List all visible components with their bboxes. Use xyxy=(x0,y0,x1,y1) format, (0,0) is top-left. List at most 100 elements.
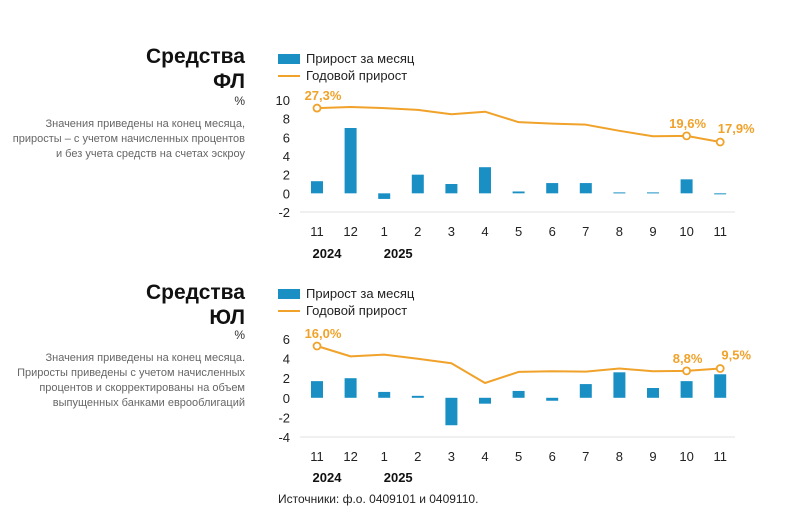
y-tick-label: 10 xyxy=(276,93,290,108)
x-tick-label: 12 xyxy=(343,224,357,239)
line-marker xyxy=(682,366,691,376)
x-tick-label: 10 xyxy=(679,224,693,239)
line-marker xyxy=(715,364,725,373)
x-tick-label: 6 xyxy=(549,224,556,239)
legend-bar-entry: Прирост за месяц xyxy=(278,50,414,67)
x-tick-label: 11 xyxy=(310,224,324,239)
bar xyxy=(647,192,659,194)
x-tick-label: 3 xyxy=(448,224,455,239)
y-tick-label: 8 xyxy=(283,112,290,127)
bar xyxy=(546,183,559,194)
line-value-label: 9,5% xyxy=(721,347,751,362)
x-tick-label: 5 xyxy=(515,224,522,239)
unit-label: % xyxy=(234,94,245,108)
year-label: 2024 xyxy=(313,470,343,485)
bar xyxy=(546,397,559,401)
x-tick-label: 11 xyxy=(713,449,727,464)
x-tick-label: 7 xyxy=(582,224,589,239)
bar xyxy=(613,372,626,398)
x-tick-label: 9 xyxy=(649,449,656,464)
bar xyxy=(311,381,323,398)
panel-title-line1: Средства xyxy=(145,281,245,304)
line-marker xyxy=(715,137,725,147)
bar xyxy=(579,384,592,398)
bar-swatch xyxy=(278,53,300,64)
bar xyxy=(512,390,525,398)
x-tick-label: 4 xyxy=(481,224,488,239)
panel-title-line1: Средства xyxy=(145,45,245,68)
panel-title-line2: ФЛ xyxy=(213,70,245,93)
bar xyxy=(512,191,525,194)
x-tick-label: 1 xyxy=(381,449,388,464)
legend: Прирост за месяц Годовой прирост xyxy=(278,50,414,84)
y-tick-label: 4 xyxy=(283,149,290,164)
legend-bar-label: Прирост за месяц xyxy=(306,51,415,66)
x-tick-label: 11 xyxy=(713,224,727,239)
legend-line-label: Годовой прирост xyxy=(306,68,408,83)
legend-line-entry: Годовой прирост xyxy=(278,67,414,84)
x-tick-label: 2 xyxy=(414,224,421,239)
bar xyxy=(647,388,659,398)
panel-title-line2: ЮЛ xyxy=(209,306,245,329)
year-label: 2025 xyxy=(384,246,413,261)
y-tick-label: -2 xyxy=(278,410,290,425)
bar xyxy=(714,193,727,195)
bar xyxy=(411,174,424,194)
bar xyxy=(344,128,357,194)
line-swatch xyxy=(278,309,300,312)
x-tick-label: 8 xyxy=(616,449,623,464)
x-tick-label: 7 xyxy=(582,449,589,464)
line-value-label: 8,8% xyxy=(673,351,703,366)
y-tick-label: 6 xyxy=(283,332,290,347)
year-label: 2025 xyxy=(384,470,413,485)
bar xyxy=(680,179,693,194)
x-tick-label: 9 xyxy=(649,224,656,239)
bar xyxy=(344,378,357,398)
legend-bar-entry: Прирост за месяц xyxy=(278,285,414,302)
bar xyxy=(378,391,391,398)
bar xyxy=(411,395,424,398)
legend-bar-label: Прирост за месяц xyxy=(306,286,415,301)
y-tick-label: -2 xyxy=(278,205,290,220)
line-marker xyxy=(312,103,322,113)
unit-label: % xyxy=(234,328,245,342)
y-tick-label: 4 xyxy=(283,352,290,367)
y-tick-label: 0 xyxy=(283,391,290,406)
bar xyxy=(445,184,458,194)
bar xyxy=(714,374,727,398)
line-marker xyxy=(682,131,691,141)
x-tick-label: 3 xyxy=(448,449,455,464)
y-tick-label: 0 xyxy=(283,186,290,201)
line-value-label: 27,3% xyxy=(305,88,342,103)
x-tick-label: 10 xyxy=(679,449,693,464)
line-swatch xyxy=(278,74,300,77)
annual-growth-line xyxy=(316,345,721,384)
panel-title: Средства ЮЛ xyxy=(146,280,245,330)
line-value-label: 17,9% xyxy=(718,121,755,136)
panel-note: Значения приведены на конец месяца. Прир… xyxy=(17,352,245,409)
line-value-label: 16,0% xyxy=(305,326,342,341)
year-label: 2024 xyxy=(313,246,343,261)
x-tick-label: 4 xyxy=(481,449,488,464)
x-tick-label: 8 xyxy=(616,224,623,239)
line-value-label: 19,6% xyxy=(669,116,706,131)
y-tick-label: 6 xyxy=(283,130,290,145)
x-tick-label: 1 xyxy=(381,224,388,239)
y-tick-label: 2 xyxy=(283,371,290,386)
line-marker xyxy=(312,341,322,351)
source-note: Источники: ф.о. 0409101 и 0409110. xyxy=(278,492,479,506)
bar xyxy=(579,183,592,194)
legend-line-label: Годовой прирост xyxy=(306,303,408,318)
bar xyxy=(680,381,693,398)
legend: Прирост за месяц Годовой прирост xyxy=(278,285,414,319)
x-tick-label: 6 xyxy=(549,449,556,464)
bar-swatch xyxy=(278,288,300,299)
bar xyxy=(479,397,491,404)
x-tick-label: 5 xyxy=(515,449,522,464)
y-tick-label: 2 xyxy=(283,168,290,183)
x-tick-label: 12 xyxy=(343,449,357,464)
panel-note: Значения приведены на конец месяца, прир… xyxy=(12,118,245,160)
bar xyxy=(445,397,458,426)
